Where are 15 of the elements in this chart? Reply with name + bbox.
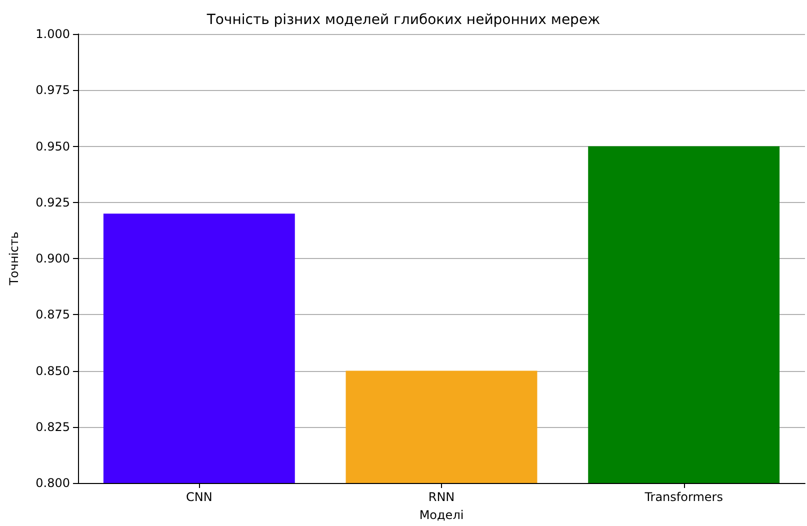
x-axis-title: Моделі — [419, 508, 464, 522]
y-tick-label: 0.825 — [36, 420, 70, 434]
x-tick-label: CNN — [186, 490, 212, 504]
x-tick-label: Transformers — [644, 490, 723, 504]
y-tick-label: 0.850 — [36, 364, 70, 378]
y-tick-label: 0.875 — [36, 308, 70, 322]
y-tick-label: 0.925 — [36, 195, 70, 210]
y-tick-label: 0.800 — [36, 476, 70, 490]
x-tick-label: RNN — [428, 490, 455, 504]
y-tick-label: 1.000 — [36, 27, 70, 41]
y-tick-label: 0.900 — [36, 252, 70, 266]
y-axis-title: Точність — [7, 232, 21, 286]
chart-title: Точність різних моделей глибоких нейронних мереж — [206, 12, 601, 28]
y-tick-label: 0.975 — [36, 83, 70, 98]
y-tick-label: 0.950 — [36, 139, 70, 154]
